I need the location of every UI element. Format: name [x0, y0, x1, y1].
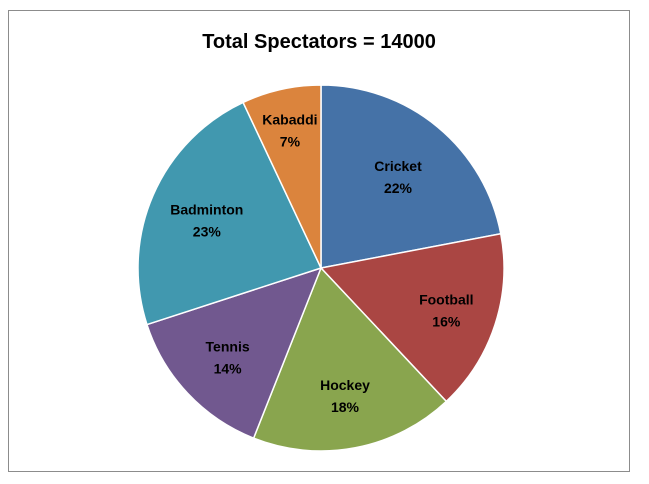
slice-label-football: Football	[419, 292, 473, 308]
slice-label-kabaddi: Kabaddi	[262, 112, 317, 128]
pie-slice-football	[319, 232, 505, 403]
slice-percent-kabaddi: 7%	[280, 134, 301, 150]
chart-title: Total Spectators = 14000	[202, 31, 436, 53]
pie-slice-hockey	[252, 266, 448, 452]
slice-percent-hockey: 18%	[331, 399, 360, 415]
slice-label-hockey: Hockey	[320, 377, 370, 393]
slice-percent-cricket: 22%	[384, 180, 413, 196]
slice-label-cricket: Cricket	[374, 158, 422, 174]
pie-slice-badminton	[137, 101, 323, 326]
slice-label-badminton: Badminton	[170, 202, 243, 218]
pie-slice-cricket	[320, 84, 502, 269]
pie-slice-kabaddi	[242, 84, 322, 269]
slice-percent-tennis: 14%	[214, 361, 243, 377]
slice-percent-badminton: 23%	[193, 224, 222, 240]
slice-percent-football: 16%	[432, 314, 461, 330]
slice-label-tennis: Tennis	[206, 339, 250, 355]
